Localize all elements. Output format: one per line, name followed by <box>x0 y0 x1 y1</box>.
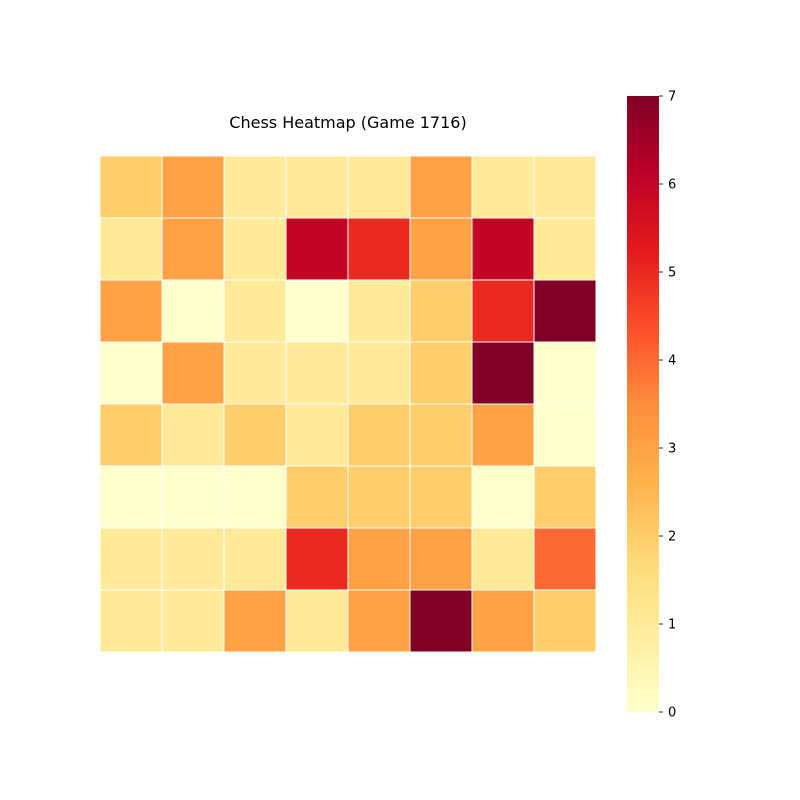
heatmap-cell-r2-c1 <box>161 279 225 343</box>
heatmap-cell-r1-c5 <box>409 217 473 281</box>
heatmap-cell-r2-c4 <box>347 279 411 343</box>
heatmap-cell-r3-c1 <box>161 341 225 405</box>
heatmap-cell-r3-c4 <box>347 341 411 405</box>
heatmap-cell-r4-c3 <box>285 403 349 467</box>
heatmap-cell-r4-c4 <box>347 403 411 467</box>
heatmap-cell-r3-c7 <box>533 341 597 405</box>
colorbar-tick-label: 1 <box>668 618 676 633</box>
heatmap-cell-r0-c7 <box>533 155 597 219</box>
heatmap-cell-r5-c4 <box>347 465 411 529</box>
heatmap-cell-r0-c0 <box>99 155 163 219</box>
heatmap-cell-r5-c5 <box>409 465 473 529</box>
heatmap-cell-r3-c0 <box>99 341 163 405</box>
heatmap-cell-r5-c2 <box>223 465 287 529</box>
heatmap-cell-r6-c5 <box>409 527 473 591</box>
heatmap-cell-r6-c3 <box>285 527 349 591</box>
heatmap-cell-r5-c6 <box>471 465 535 529</box>
heatmap-cell-r4-c2 <box>223 403 287 467</box>
heatmap-cell-r7-c2 <box>223 589 287 653</box>
colorbar-tick-label: 5 <box>668 266 676 281</box>
heatmap-cell-r2-c0 <box>99 279 163 343</box>
heatmap-cell-r0-c1 <box>161 155 225 219</box>
heatmap-cell-r2-c6 <box>471 279 535 343</box>
heatmap-cell-r5-c7 <box>533 465 597 529</box>
heatmap-cell-r7-c7 <box>533 589 597 653</box>
heatmap-cell-r2-c5 <box>409 279 473 343</box>
heatmap-cell-r4-c6 <box>471 403 535 467</box>
heatmap-cell-r6-c2 <box>223 527 287 591</box>
heatmap-cell-r7-c3 <box>285 589 349 653</box>
heatmap-cell-r2-c7 <box>533 279 597 343</box>
heatmap-cell-r4-c0 <box>99 403 163 467</box>
heatmap-cell-r5-c1 <box>161 465 225 529</box>
heatmap-cell-r3-c5 <box>409 341 473 405</box>
heatmap-cell-r1-c1 <box>161 217 225 281</box>
heatmap-cell-r1-c2 <box>223 217 287 281</box>
heatmap-cell-r7-c0 <box>99 589 163 653</box>
heatmap-cell-r7-c4 <box>347 589 411 653</box>
heatmap-cell-r6-c1 <box>161 527 225 591</box>
heatmap-cell-r1-c0 <box>99 217 163 281</box>
heatmap-cell-r4-c7 <box>533 403 597 467</box>
heatmap-cell-r0-c2 <box>223 155 287 219</box>
heatmap-cell-r6-c0 <box>99 527 163 591</box>
heatmap-cell-r6-c4 <box>347 527 411 591</box>
heatmap-cell-r5-c3 <box>285 465 349 529</box>
heatmap-cell-r6-c6 <box>471 527 535 591</box>
heatmap-cell-r0-c4 <box>347 155 411 219</box>
heatmap-cell-r5-c0 <box>99 465 163 529</box>
heatmap-cell-r0-c5 <box>409 155 473 219</box>
heatmap-cell-r6-c7 <box>533 527 597 591</box>
colorbar-tick-label: 7 <box>668 90 676 105</box>
heatmap-cell-r2-c2 <box>223 279 287 343</box>
heatmap-cell-r0-c6 <box>471 155 535 219</box>
heatmap-cells <box>99 155 597 653</box>
heatmap-cell-r2-c3 <box>285 279 349 343</box>
colorbar-tick-label: 0 <box>668 706 676 721</box>
heatmap-cell-r7-c5 <box>409 589 473 653</box>
colorbar-tick-label: 6 <box>668 178 676 193</box>
heatmap-cell-r7-c6 <box>471 589 535 653</box>
heatmap-cell-r0-c3 <box>285 155 349 219</box>
heatmap-cell-r1-c3 <box>285 217 349 281</box>
colorbar <box>627 96 659 712</box>
heatmap-cell-r1-c6 <box>471 217 535 281</box>
heatmap-cell-r3-c3 <box>285 341 349 405</box>
heatmap-cell-r1-c7 <box>533 217 597 281</box>
heatmap-cell-r4-c5 <box>409 403 473 467</box>
heatmap-cell-r7-c1 <box>161 589 225 653</box>
colorbar-tick-label: 3 <box>668 442 676 457</box>
heatmap-cell-r3-c2 <box>223 341 287 405</box>
heatmap-cell-r4-c1 <box>161 403 225 467</box>
chart-title: Chess Heatmap (Game 1716) <box>229 113 466 132</box>
colorbar-tick-label: 2 <box>668 530 676 545</box>
heatmap-cell-r3-c6 <box>471 341 535 405</box>
colorbar-ticks: 0 1 2 3 4 5 6 7 <box>659 90 676 721</box>
heatmap-cell-r1-c4 <box>347 217 411 281</box>
colorbar-tick-label: 4 <box>668 354 676 369</box>
